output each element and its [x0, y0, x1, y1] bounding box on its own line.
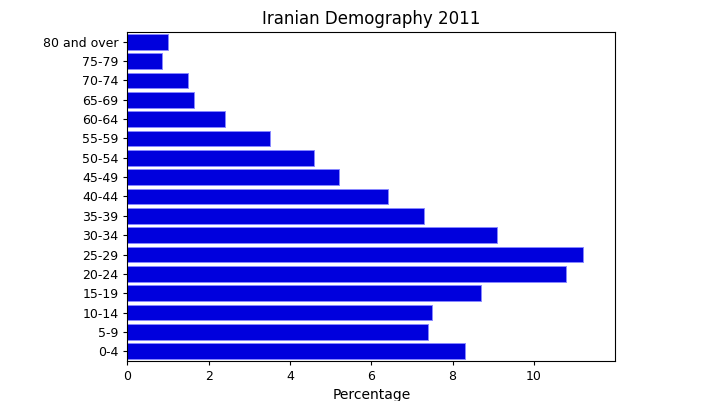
- Bar: [127, 53, 162, 69]
- Bar: [127, 324, 428, 340]
- Bar: [127, 188, 387, 205]
- Bar: [127, 131, 269, 146]
- Bar: [127, 266, 566, 282]
- Bar: [127, 305, 432, 320]
- Bar: [127, 150, 314, 166]
- Bar: [127, 73, 189, 88]
- Title: Iranian Demography 2011: Iranian Demography 2011: [262, 10, 480, 28]
- Bar: [127, 247, 582, 262]
- Bar: [127, 285, 481, 301]
- Bar: [127, 208, 424, 224]
- Bar: [127, 111, 225, 127]
- Bar: [127, 169, 339, 185]
- Bar: [127, 34, 168, 50]
- Bar: [127, 92, 194, 108]
- X-axis label: Percentage: Percentage: [332, 389, 411, 401]
- Bar: [127, 227, 497, 243]
- Bar: [127, 343, 464, 359]
